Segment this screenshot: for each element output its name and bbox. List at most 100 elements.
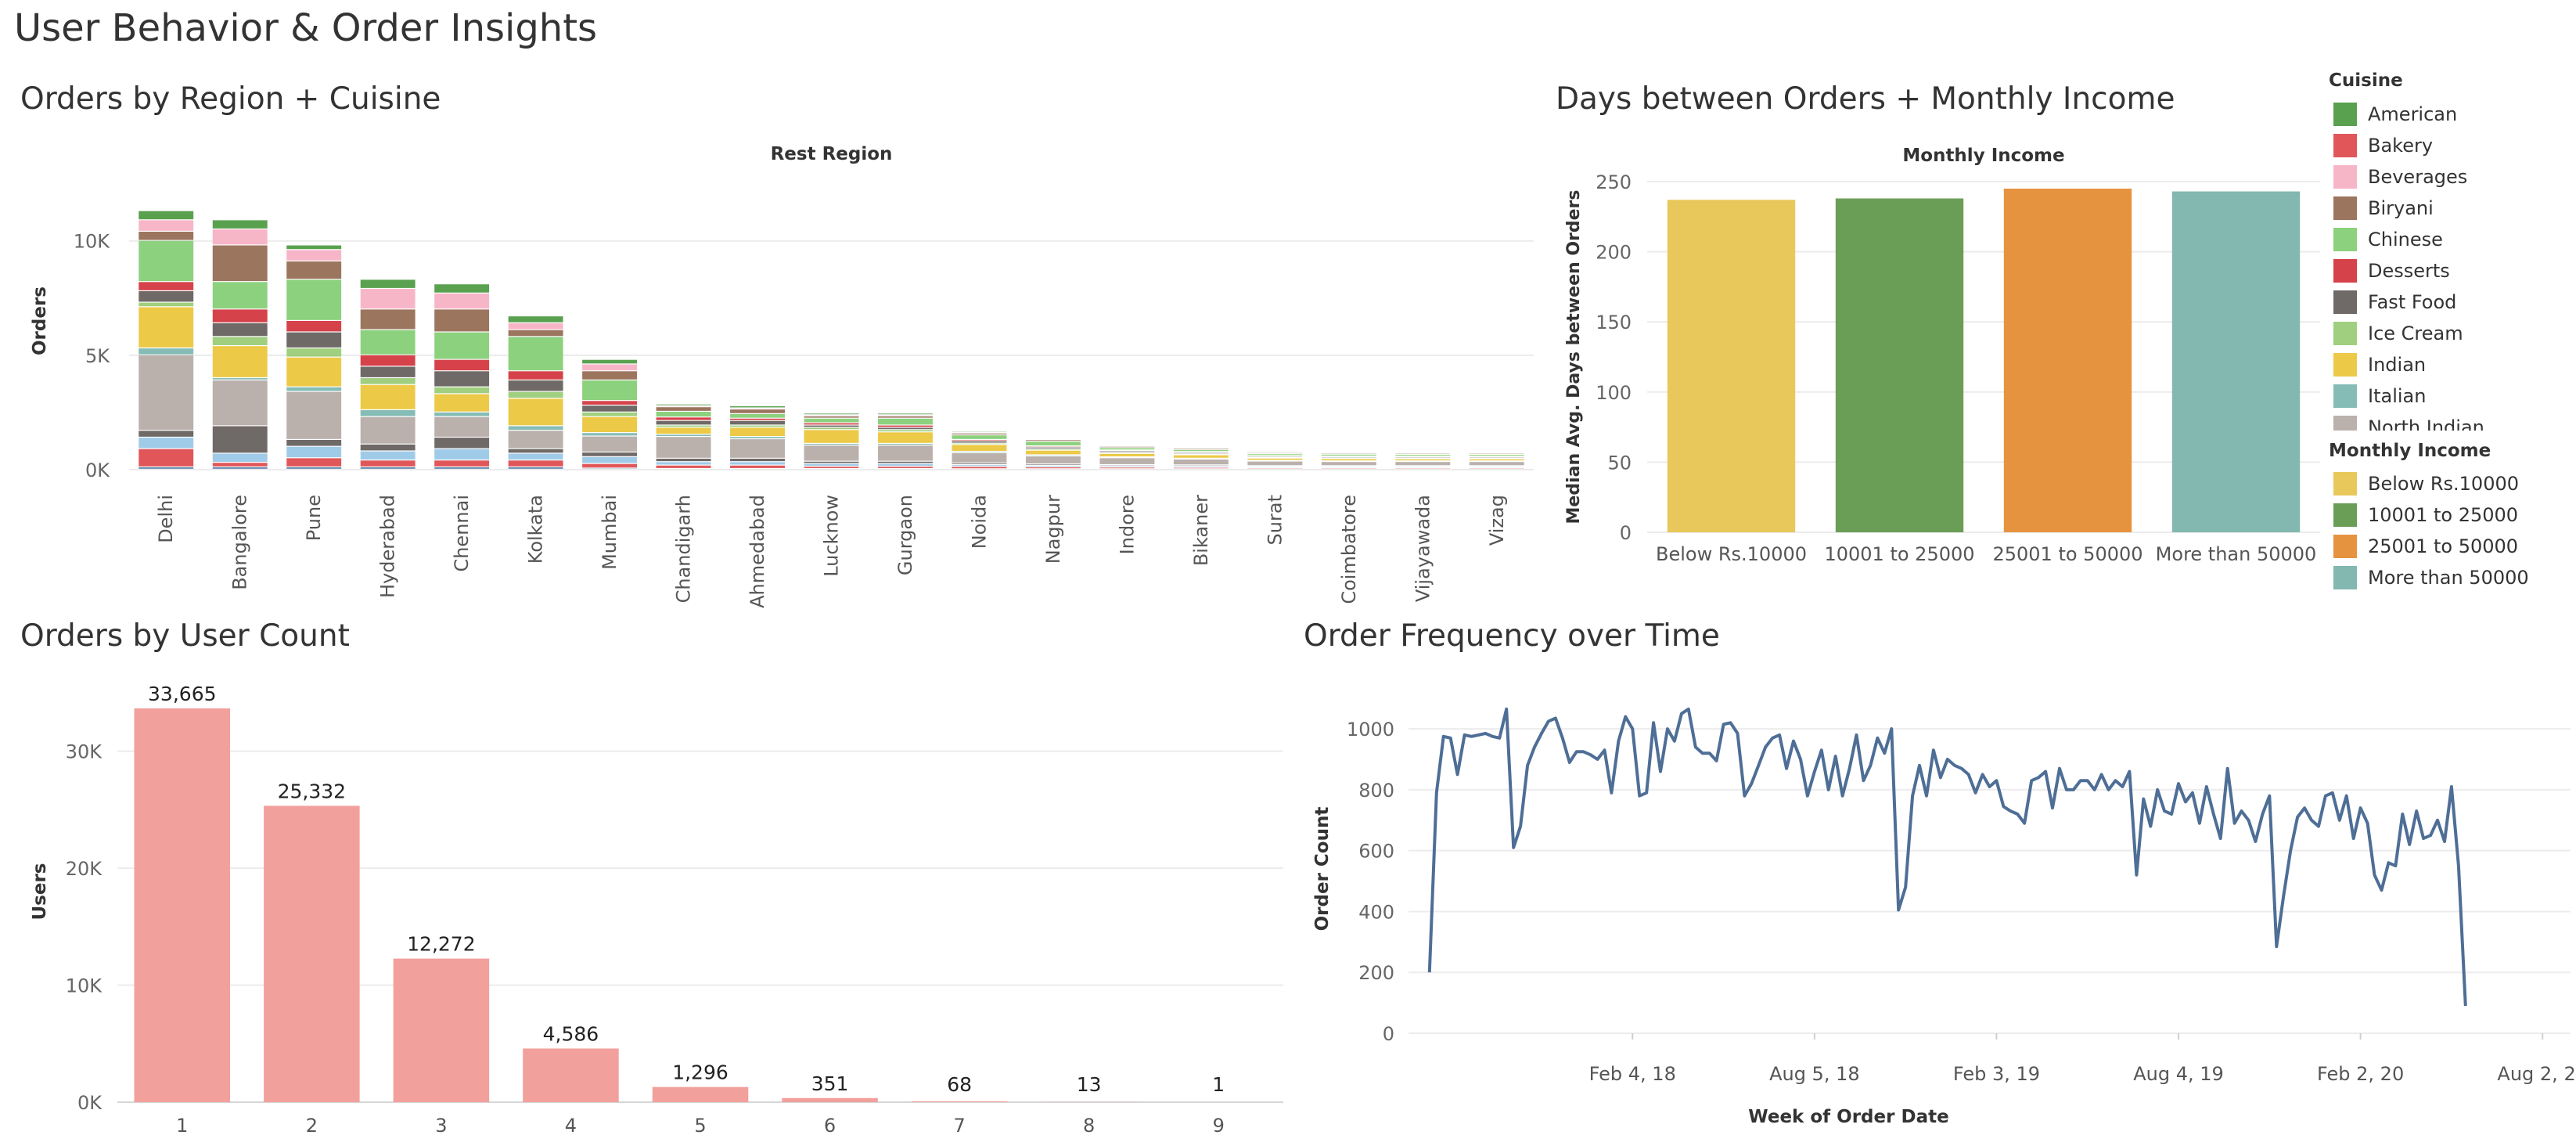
cuisine-legend-label: Bakery [2368, 135, 2434, 157]
region-bar-segment [212, 309, 268, 323]
region-bar-segment [508, 453, 563, 460]
region-bar-segment [804, 425, 859, 427]
cuisine-legend-swatch [2333, 416, 2357, 431]
orders-by-user-count-chart: 0K 10K 20K 30K Users 33,665 1 25,332 2 12,272 3 4,5… [30, 683, 1283, 1137]
income-y-tick: 100 [1596, 382, 1632, 404]
region-bar-segment [360, 384, 416, 409]
region-bar-segment [286, 467, 342, 469]
region-bar-segment [1395, 462, 1451, 466]
region-bar-segment [434, 438, 490, 449]
cuisine-legend-item[interactable]: American [2333, 99, 2457, 130]
cuisine-legend-item[interactable]: Italian [2333, 380, 2426, 412]
region-bar-segment [804, 430, 859, 443]
income-legend-swatch [2333, 472, 2357, 496]
region-bar-segment [952, 467, 1007, 469]
cuisine-legend-item[interactable]: North Indian [2333, 412, 2484, 431]
region-bar-segment [508, 460, 563, 467]
cuisine-legend-item[interactable]: Fast Food [2333, 286, 2456, 318]
cuisine-legend-item[interactable]: Biryani [2333, 193, 2434, 224]
cuisine-legend-swatch [2333, 196, 2357, 220]
region-bar-segment [878, 467, 933, 468]
region-x-tick: Nagpur [1042, 495, 1064, 564]
income-legend-item[interactable]: More than 50000 [2333, 562, 2529, 593]
freq-y-tick: 800 [1358, 780, 1394, 802]
users-y-tick: 20K [66, 858, 103, 880]
cuisine-legend-label: Fast Food [2368, 291, 2457, 313]
region-bar-segment [656, 425, 711, 427]
region-bar-segment [582, 371, 638, 380]
income-legend-item[interactable]: 25001 to 50000 [2333, 531, 2518, 562]
region-bar-segment [952, 440, 1007, 441]
income-legend-label: 10001 to 25000 [2368, 504, 2519, 526]
region-bar-segment [434, 359, 490, 371]
freq-x-tick: Aug 4, 19 [2133, 1063, 2224, 1085]
users-data-label: 4,586 [543, 1022, 599, 1045]
region-x-tick: Lucknow [821, 495, 843, 577]
cuisine-legend-swatch [2333, 103, 2357, 126]
income-y-tick: 200 [1596, 242, 1632, 264]
region-y-tick: 0K [85, 459, 110, 481]
income-column-header: Monthly Income [1902, 146, 2064, 166]
freq-x-tick: Feb 3, 19 [1953, 1063, 2040, 1085]
region-bar-segment [286, 458, 342, 467]
region-bar-segment [730, 439, 785, 458]
region-bar-segment [1173, 455, 1229, 458]
region-bar-segment [804, 461, 859, 463]
region-bar-segment [656, 434, 711, 436]
income-legend-item[interactable]: 10001 to 25000 [2333, 499, 2518, 531]
cuisine-legend-item[interactable]: Indian [2333, 349, 2426, 380]
region-bar-segment [582, 416, 638, 433]
region-bar-segment [878, 413, 933, 415]
income-legend-label: 25001 to 50000 [2368, 535, 2519, 557]
region-bar-segment [434, 394, 490, 412]
region-bar-segment [952, 465, 1007, 467]
region-bar-segment [1247, 461, 1303, 466]
cuisine-legend-item[interactable]: Bakery [2333, 130, 2433, 161]
freq-y-tick: 600 [1358, 841, 1394, 863]
region-bar-segment [952, 443, 1007, 445]
region-x-tick: Ahmedabad [747, 495, 768, 608]
region-bar-segment [1099, 446, 1155, 448]
region-bar-segment [878, 425, 933, 427]
region-bar-segment [878, 430, 933, 432]
region-bar-segment [1173, 449, 1229, 452]
region-bar-segment [952, 463, 1007, 464]
region-bar-segment [1321, 462, 1376, 466]
region-bar-segment [212, 229, 268, 245]
region-bar-segment [582, 401, 638, 405]
income-legend[interactable]: Below Rs.10000 10001 to 25000 25001 to 500… [2333, 468, 2568, 598]
region-bar-segment [139, 431, 194, 437]
region-bar-segment [360, 279, 416, 288]
region-bar-segment [508, 323, 563, 330]
users-bar [782, 1097, 878, 1102]
region-x-tick: Vizag [1486, 495, 1508, 546]
freq-y-tick: 1000 [1347, 719, 1394, 741]
region-x-tick: Hyderabad [377, 495, 399, 598]
region-bar-segment [434, 467, 490, 469]
freq-x-tick: Aug 2, 20 [2497, 1063, 2576, 1085]
users-bar [134, 708, 231, 1102]
cuisine-legend[interactable]: American Bakery Beverages Biryani Chinese Des… [2333, 99, 2568, 431]
users-data-label: 25,332 [278, 780, 346, 802]
region-bar-segment [360, 355, 416, 366]
region-bar-segment [139, 220, 194, 231]
cuisine-legend-item[interactable]: Beverages [2333, 161, 2467, 193]
cuisine-legend-item[interactable]: Ice Cream [2333, 318, 2463, 349]
region-bar-segment [1247, 458, 1303, 460]
region-bar-segment [730, 425, 785, 427]
region-bar-segment [286, 391, 342, 439]
order-frequency-title: Order Frequency over Time [1304, 618, 1720, 654]
cuisine-legend-item[interactable]: Chinese [2333, 224, 2443, 255]
region-bar-segment [1025, 456, 1081, 464]
income-legend-item[interactable]: Below Rs.10000 [2333, 468, 2519, 499]
users-data-label: 33,665 [148, 683, 216, 705]
cuisine-legend-item[interactable]: Desserts [2333, 255, 2450, 286]
region-bar-segment [139, 348, 194, 355]
cuisine-legend-label: Indian [2368, 354, 2427, 376]
users-x-tick: 7 [953, 1115, 965, 1137]
region-bar-segment [286, 279, 342, 320]
region-bar-segment [878, 418, 933, 425]
region-x-tick: Mumbai [599, 495, 621, 570]
region-bar-segment [1247, 454, 1303, 456]
